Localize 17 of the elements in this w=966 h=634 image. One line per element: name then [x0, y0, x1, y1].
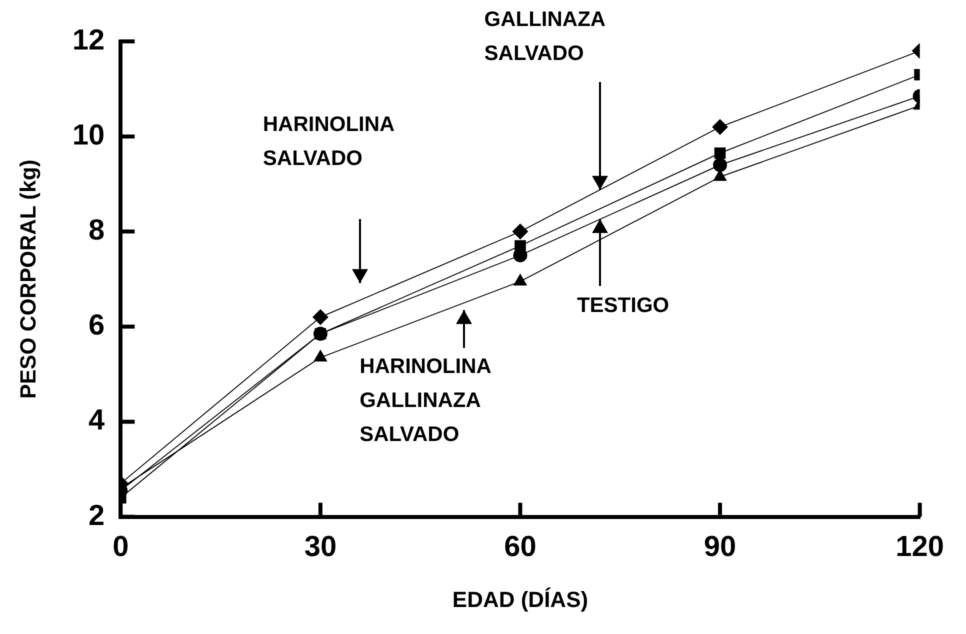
x-axis-title: EDAD (DÍAS) [452, 586, 588, 612]
y-tick-label: 12 [72, 24, 105, 56]
y-tick-label: 10 [72, 119, 105, 152]
x-tick-label: 60 [504, 531, 536, 564]
annotation: HARINOLINA SALVADO [262, 112, 395, 172]
annotation: GALLINAZA SALVADO [484, 7, 606, 68]
y-tick-label: 2 [88, 500, 105, 532]
annotation: HARINOLINA GALLINAZA SALVADO [360, 354, 492, 448]
x-tick-label: 30 [304, 531, 337, 564]
y-tick-label: 4 [88, 404, 105, 437]
y-tick-label: 6 [88, 310, 105, 342]
x-tick-label: 90 [704, 531, 736, 564]
x-tick-label: 0 [112, 531, 129, 564]
y-axis-title: PESO CORPORAL (kg) [15, 160, 40, 399]
y-tick-label: 8 [88, 214, 105, 247]
x-tick-label: 120 [896, 531, 944, 564]
annotation: TESTIGO [576, 292, 670, 319]
